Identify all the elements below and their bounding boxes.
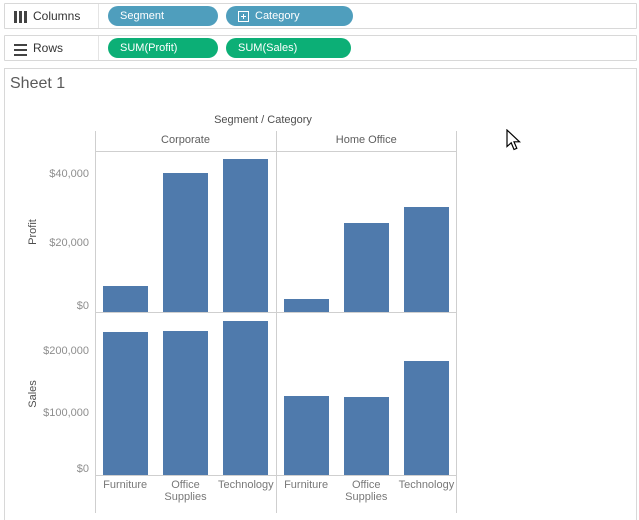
column-facet-header[interactable]: Home Office	[335, 134, 397, 146]
pill-sum-sales[interactable]: SUM(Sales)	[226, 38, 351, 58]
category-header[interactable]: Technology	[398, 479, 455, 491]
panel-vertical-border	[94, 131, 96, 513]
rows-shelf-label: Rows	[33, 41, 64, 55]
shelf-separator	[98, 4, 99, 28]
pill-sum-profit[interactable]: SUM(Profit)	[108, 38, 218, 58]
category-header[interactable]: Technology	[218, 479, 274, 491]
bar-home-office-office-supplies-sales[interactable]	[343, 396, 389, 475]
tick-label: $20,000	[49, 237, 89, 250]
columns-shelf-icon	[14, 11, 27, 23]
bar-home-office-office-supplies-profit[interactable]	[343, 222, 389, 312]
panel-vertical-border	[456, 131, 457, 513]
bar-corporate-technology-sales[interactable]	[223, 321, 269, 475]
bar-home-office-technology-profit[interactable]	[403, 206, 449, 312]
tick-label: $200,000	[43, 344, 89, 357]
rows-shelf[interactable]: Rows SUM(Profit) SUM(Sales)	[4, 35, 637, 61]
plus-box-icon[interactable]	[238, 10, 249, 22]
rows-shelf-icon	[14, 44, 27, 56]
category-header[interactable]: Office Supplies	[345, 479, 388, 503]
tick-label: $100,000	[43, 407, 89, 419]
tick-label: $40,000	[49, 167, 89, 180]
bar-corporate-furniture-sales[interactable]	[102, 332, 148, 475]
panel-vertical-border	[275, 131, 277, 513]
category-header[interactable]: Furniture	[284, 479, 329, 491]
tick-label: $0	[76, 462, 89, 475]
panel-horizontal-border	[95, 312, 457, 313]
sheet-title: Sheet 1	[10, 75, 66, 92]
arrow-cursor-icon	[506, 129, 522, 151]
bar-corporate-furniture-profit[interactable]	[102, 286, 148, 312]
tick-label: $0	[76, 299, 89, 312]
pill-label: Segment	[120, 10, 165, 22]
category-header[interactable]: Office Supplies	[164, 479, 207, 503]
axis-title-sales[interactable]: Sales	[27, 380, 39, 408]
bar-corporate-office-supplies-sales[interactable]	[163, 331, 208, 475]
pill-label: SUM(Profit)	[120, 42, 178, 54]
pill-segment[interactable]: Segment	[108, 6, 218, 26]
bar-corporate-office-supplies-profit[interactable]	[163, 173, 208, 312]
bar-home-office-technology-sales[interactable]	[403, 360, 449, 475]
panel-horizontal-border	[95, 150, 457, 152]
shelf-separator	[98, 36, 99, 60]
bar-home-office-furniture-profit[interactable]	[283, 298, 329, 312]
panel-horizontal-border	[95, 475, 457, 476]
pill-label: Category	[255, 10, 300, 22]
columns-shelf-label: Columns	[33, 9, 81, 23]
columns-shelf[interactable]: Columns Segment Category	[4, 3, 637, 29]
pill-category[interactable]: Category	[226, 6, 353, 26]
facet-field-title: Segment / Category	[214, 114, 312, 126]
bar-home-office-furniture-sales[interactable]	[283, 396, 329, 475]
category-header[interactable]: Furniture	[103, 479, 148, 491]
column-facet-header[interactable]: Corporate	[161, 134, 210, 146]
bar-corporate-technology-profit[interactable]	[223, 159, 269, 312]
pill-label: SUM(Sales)	[238, 42, 298, 54]
